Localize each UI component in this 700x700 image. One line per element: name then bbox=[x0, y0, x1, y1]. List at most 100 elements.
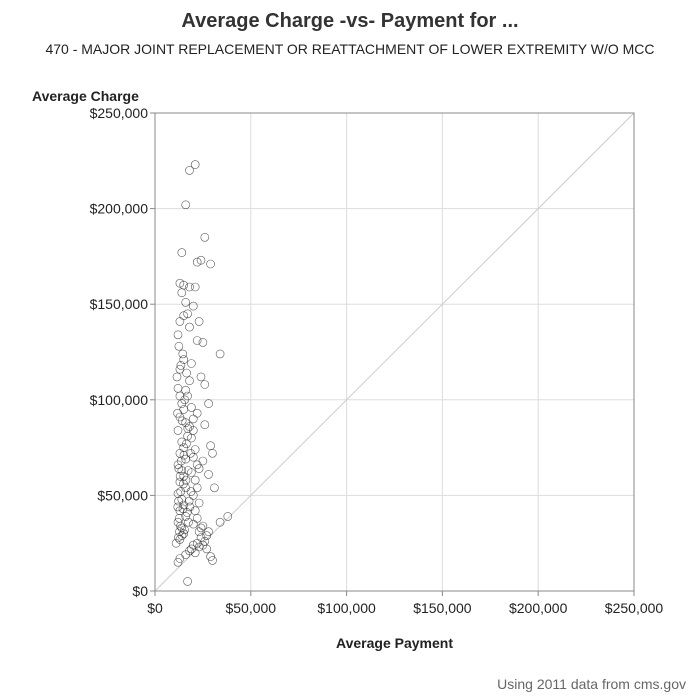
data-point bbox=[177, 288, 187, 298]
y-axis-label: Average Charge bbox=[32, 88, 139, 104]
data-point bbox=[192, 513, 202, 523]
y-tick-label: $50,000 bbox=[97, 487, 148, 503]
data-point bbox=[200, 233, 210, 242]
data-point bbox=[196, 372, 206, 382]
data-point bbox=[192, 460, 202, 470]
x-tick-label: $150,000 bbox=[413, 600, 472, 616]
y-tick-label: $250,000 bbox=[90, 105, 149, 121]
data-point bbox=[173, 502, 183, 512]
data-point bbox=[192, 336, 202, 345]
data-point bbox=[177, 437, 187, 447]
data-point bbox=[175, 317, 185, 326]
data-point bbox=[198, 521, 208, 531]
plot-frame bbox=[154, 112, 635, 592]
data-point bbox=[186, 487, 196, 496]
data-point bbox=[223, 512, 233, 521]
data-point bbox=[177, 248, 187, 257]
data-point bbox=[190, 475, 200, 485]
data-point bbox=[178, 349, 188, 359]
data-point bbox=[175, 554, 185, 563]
chart-subtitle: 470 - MAJOR JOINT REPLACEMENT OR REATTAC… bbox=[45, 41, 655, 57]
data-points bbox=[171, 160, 233, 586]
data-point bbox=[176, 456, 186, 466]
x-tick-label: $200,000 bbox=[509, 600, 568, 616]
data-point bbox=[200, 380, 210, 389]
data-point bbox=[185, 166, 194, 175]
data-point bbox=[174, 533, 183, 542]
data-point bbox=[189, 414, 198, 424]
data-point bbox=[173, 426, 183, 435]
data-point bbox=[194, 317, 204, 326]
data-point bbox=[174, 496, 183, 506]
data-point bbox=[186, 448, 195, 458]
data-point bbox=[190, 160, 200, 169]
data-point bbox=[179, 355, 188, 364]
grid-lines bbox=[155, 113, 634, 591]
data-point bbox=[174, 341, 184, 351]
data-point bbox=[185, 422, 194, 431]
data-point bbox=[177, 416, 187, 426]
data-point bbox=[190, 282, 200, 292]
data-point bbox=[187, 433, 196, 443]
data-point bbox=[189, 519, 198, 529]
data-point bbox=[183, 424, 193, 433]
data-point bbox=[185, 282, 194, 292]
chart-title: Average Charge -vs- Payment for ... bbox=[181, 10, 519, 32]
data-point bbox=[175, 471, 185, 481]
data-point bbox=[189, 301, 198, 311]
data-point bbox=[181, 200, 190, 210]
data-point bbox=[175, 278, 185, 288]
reference-diagonal-line bbox=[154, 112, 635, 592]
data-point bbox=[190, 506, 200, 516]
data-point bbox=[180, 525, 189, 535]
data-point bbox=[173, 489, 183, 498]
data-point bbox=[183, 466, 193, 475]
y-tick-label: $0 bbox=[132, 583, 148, 599]
data-point bbox=[184, 517, 193, 527]
data-point bbox=[176, 361, 186, 370]
data-point bbox=[173, 330, 183, 340]
y-axis-ticks: $0 $50,000 $100,000 $150,000 $200,000 $250,00… bbox=[90, 105, 155, 599]
data-point bbox=[208, 556, 217, 565]
data-point bbox=[177, 494, 187, 504]
data-point bbox=[174, 464, 184, 473]
data-point bbox=[208, 448, 217, 458]
data-point bbox=[194, 464, 204, 473]
data-point bbox=[183, 577, 192, 586]
data-point bbox=[183, 309, 192, 319]
data-point bbox=[204, 399, 213, 408]
data-point bbox=[198, 456, 208, 466]
x-axis-ticks: $0 $50,000 $100,000 $150,000 $200,000 $250,00… bbox=[147, 591, 663, 616]
data-point bbox=[173, 383, 183, 393]
data-point bbox=[171, 538, 181, 548]
x-tick-label: $50,000 bbox=[225, 600, 276, 616]
data-point bbox=[215, 349, 225, 359]
data-point bbox=[202, 531, 211, 540]
data-point bbox=[194, 498, 204, 508]
x-tick-label: $0 bbox=[147, 600, 163, 616]
data-point bbox=[192, 483, 202, 493]
data-point bbox=[176, 487, 185, 496]
y-tick-label: $150,000 bbox=[90, 296, 149, 312]
data-point bbox=[182, 439, 191, 449]
data-point bbox=[179, 405, 188, 414]
data-point bbox=[173, 408, 182, 418]
data-point bbox=[185, 502, 195, 512]
x-axis-label: Average Payment bbox=[336, 635, 453, 651]
y-tick-label: $100,000 bbox=[90, 392, 149, 408]
data-point bbox=[194, 542, 204, 552]
data-point bbox=[187, 468, 196, 477]
data-point bbox=[206, 552, 215, 561]
data-point bbox=[172, 372, 182, 382]
data-point bbox=[175, 364, 185, 374]
x-tick-label: $250,000 bbox=[605, 600, 664, 616]
data-point bbox=[196, 255, 206, 265]
data-point bbox=[181, 512, 190, 521]
data-point bbox=[185, 322, 194, 332]
data-point bbox=[181, 297, 190, 307]
data-point bbox=[173, 557, 183, 567]
data-point bbox=[206, 259, 215, 269]
data-point bbox=[204, 470, 213, 479]
data-point bbox=[215, 517, 225, 527]
